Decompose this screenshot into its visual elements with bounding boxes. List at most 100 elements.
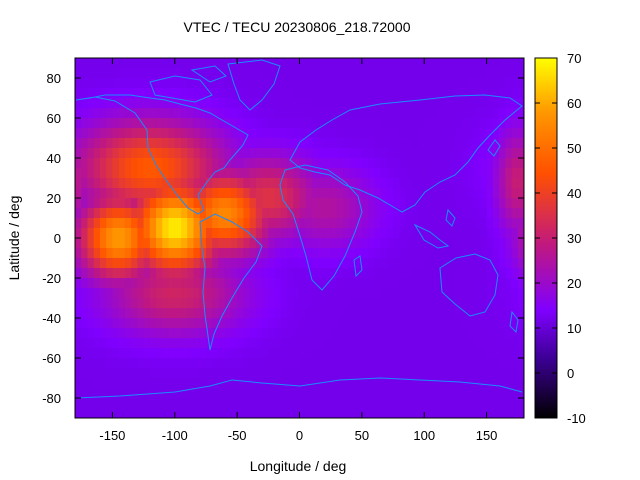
heatmap-cell [143, 78, 151, 89]
heatmap-cell [442, 68, 450, 79]
heatmap-cell [467, 118, 475, 129]
heatmap-cell [218, 328, 226, 339]
heatmap-cell [424, 198, 432, 209]
heatmap-cell [199, 178, 207, 189]
heatmap-cell [131, 348, 138, 359]
heatmap-cell [324, 348, 332, 359]
heatmap-cell [87, 198, 95, 209]
heatmap-cell [149, 368, 157, 379]
heatmap-cell [399, 208, 407, 219]
heatmap-cell [230, 128, 238, 139]
heatmap-cell [218, 228, 226, 239]
heatmap-cell [118, 238, 126, 249]
heatmap-cell [274, 88, 282, 99]
heatmap-cell [131, 228, 138, 239]
heatmap-cell [461, 208, 469, 219]
heatmap-cell [424, 358, 432, 369]
heatmap-cell [112, 188, 120, 199]
heatmap-cell [467, 338, 475, 349]
heatmap-cell [131, 68, 138, 79]
heatmap-cell [99, 328, 107, 339]
heatmap-cell [99, 398, 107, 409]
heatmap-cell [280, 278, 288, 289]
heatmap-cell [112, 198, 120, 209]
heatmap-cell [156, 268, 163, 279]
heatmap-cell [305, 78, 313, 89]
heatmap-cell [249, 338, 257, 349]
heatmap-cell [511, 278, 519, 289]
heatmap-cell [374, 58, 382, 69]
heatmap-cell [112, 218, 120, 229]
heatmap-cell [486, 368, 494, 379]
heatmap-cell [343, 58, 350, 69]
heatmap-cell [417, 98, 425, 109]
heatmap-cell [274, 358, 282, 369]
heatmap-cell [499, 238, 506, 249]
heatmap-cell [461, 168, 469, 179]
heatmap-cell [99, 88, 107, 99]
heatmap-cell [143, 208, 151, 219]
heatmap-cell [455, 248, 463, 259]
heatmap-cell [249, 318, 257, 329]
heatmap-cell [505, 388, 513, 399]
heatmap-cell [205, 198, 213, 209]
heatmap-cell [336, 58, 344, 69]
heatmap-cell [131, 118, 138, 129]
heatmap-cell [386, 378, 394, 389]
heatmap-cell [205, 228, 213, 239]
heatmap-cell [330, 78, 338, 89]
heatmap-cell [349, 68, 357, 79]
heatmap-cell [168, 208, 176, 219]
heatmap-cell [424, 88, 432, 99]
heatmap-cell [311, 108, 319, 119]
heatmap-cell [361, 358, 369, 369]
heatmap-cell [474, 388, 481, 399]
heatmap-cell [393, 88, 400, 99]
heatmap-cell [249, 378, 257, 389]
x-tick-label: -50 [228, 428, 247, 443]
heatmap-cell [474, 298, 481, 309]
heatmap-cell [386, 158, 394, 169]
heatmap-cell [230, 228, 238, 239]
heatmap-cell [330, 228, 338, 239]
heatmap-cell [87, 338, 95, 349]
heatmap-cell [124, 78, 132, 89]
heatmap-cell [505, 178, 513, 189]
heatmap-cell [99, 138, 107, 149]
heatmap-cell [461, 278, 469, 289]
heatmap-cell [355, 58, 363, 69]
heatmap-cell [318, 278, 326, 289]
heatmap-cell [324, 368, 332, 379]
heatmap-cell [399, 248, 407, 259]
heatmap-cell [424, 258, 432, 269]
heatmap-cell [467, 278, 475, 289]
heatmap-cell [386, 368, 394, 379]
heatmap-cell [330, 188, 338, 199]
heatmap-cell [212, 138, 220, 149]
heatmap-cell [199, 118, 207, 129]
heatmap-cell [374, 248, 382, 259]
heatmap-cell [499, 118, 506, 129]
heatmap-cell [280, 188, 288, 199]
heatmap-cell [324, 108, 332, 119]
heatmap-cell [474, 358, 481, 369]
heatmap-cell [262, 278, 269, 289]
heatmap-cell [511, 248, 519, 259]
heatmap-cell [436, 108, 444, 119]
heatmap-cell [162, 388, 170, 399]
heatmap-cell [237, 398, 244, 409]
heatmap-cell [280, 218, 288, 229]
heatmap-cell [417, 248, 425, 259]
heatmap-cell [442, 88, 450, 99]
heatmap-cell [336, 268, 344, 279]
heatmap-cell [343, 68, 350, 79]
heatmap-cell [299, 268, 307, 279]
heatmap-cell [162, 98, 170, 109]
heatmap-cell [174, 178, 182, 189]
heatmap-cell [224, 358, 232, 369]
heatmap-cell [99, 388, 107, 399]
heatmap-cell [305, 168, 313, 179]
heatmap-cell [224, 208, 232, 219]
heatmap-cell [499, 178, 506, 189]
heatmap-cell [99, 288, 107, 299]
